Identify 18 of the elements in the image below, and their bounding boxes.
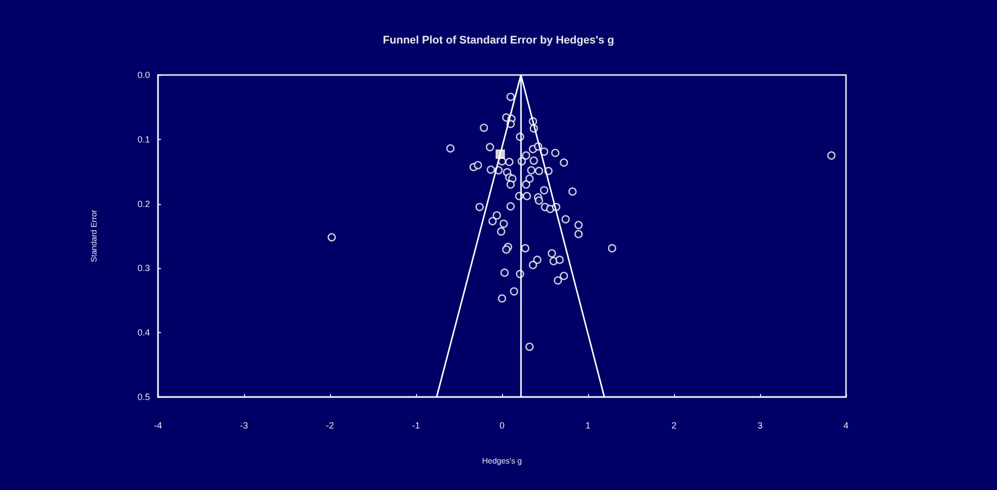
- x-axis-title: Hedges's g: [482, 456, 522, 466]
- x-tick-label: 3: [757, 420, 763, 430]
- x-tick-label: -1: [412, 420, 420, 430]
- x-tick-label: -4: [154, 420, 162, 430]
- y-tick-label: 0.2: [137, 198, 150, 209]
- x-tick-label: 1: [585, 420, 591, 430]
- y-tick-label: 0.0: [137, 70, 150, 80]
- x-tick-label: -3: [240, 420, 248, 430]
- x-tick-label: 0: [499, 420, 505, 430]
- y-tick-label: 0.4: [137, 328, 150, 338]
- y-axis-title: Standard Error: [90, 209, 98, 262]
- y-tick-label: 0.5: [137, 392, 150, 402]
- y-tick-label: 0.3: [137, 263, 150, 274]
- x-tick-label: 4: [843, 420, 849, 430]
- y-tick-label: 0.1: [137, 134, 150, 144]
- x-tick-label: -2: [326, 420, 334, 430]
- chart-title: Funnel Plot of Standard Error by Hedges's g: [382, 34, 614, 46]
- x-tick-label: 2: [671, 420, 677, 430]
